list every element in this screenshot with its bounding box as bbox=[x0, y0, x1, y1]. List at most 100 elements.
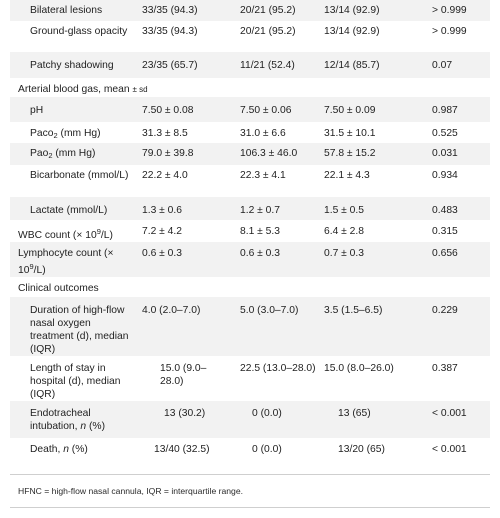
label-superscript: 9 bbox=[96, 227, 101, 236]
cell-group-1: 31.0 ± 6.6 bbox=[240, 128, 286, 139]
row-label: Endotracheal intubation, n (%) bbox=[10, 401, 138, 438]
row-label: Length of stay in hospital (d), median (… bbox=[30, 363, 121, 400]
cell-group-1: 0.6 ± 0.3 bbox=[236, 242, 320, 277]
row-label: Duration of high-flow nasal oxygen treat… bbox=[10, 297, 138, 356]
section-heading: Clinical outcomes bbox=[18, 283, 99, 294]
cell-group-2: 3.5 (1.5–6.5) bbox=[320, 297, 424, 356]
cell-group-2: 6.4 ± 2.8 bbox=[324, 226, 365, 237]
cell-group-2: 57.8 ± 15.2 bbox=[320, 143, 424, 165]
cell-group-1: 8.1 ± 5.3 bbox=[240, 226, 281, 237]
cell-group-2: 13 (65) bbox=[320, 401, 424, 438]
row-label: Bicarbonate (mmol/L) bbox=[30, 170, 129, 181]
cell-group-2: 22.1 ± 4.3 bbox=[324, 170, 370, 181]
data-table: Bilateral lesions 33/35 (94.3) 20/21 (95… bbox=[10, 0, 490, 462]
cell-group-2: 13/14 (92.9) bbox=[324, 26, 380, 37]
row-label: Ground-glass opacity bbox=[30, 26, 128, 37]
cell-all: 31.3 ± 8.5 bbox=[142, 128, 188, 139]
table-row: Pao2 (mm Hg) 79.0 ± 39.8 106.3 ± 46.0 57… bbox=[10, 143, 490, 165]
row-label: WBC count (× 109/L) bbox=[10, 220, 138, 242]
cell-group-1: 22.5 (13.0–28.0) bbox=[240, 363, 316, 374]
cell-p-value: 0.229 bbox=[424, 297, 490, 356]
cell-all: 33/35 (94.3) bbox=[142, 26, 198, 37]
table-row: Patchy shadowing 23/35 (65.7) 11/21 (52.… bbox=[10, 52, 490, 78]
cell-group-1: 22.3 ± 4.1 bbox=[240, 170, 286, 181]
cell-group-1: 20/21 (95.2) bbox=[240, 26, 296, 37]
cell-p-value: 0.483 bbox=[424, 197, 490, 220]
cell-p-value: 0.656 bbox=[424, 242, 490, 277]
table-row: Death, n (%) 13/40 (32.5) 0 (0.0) 13/20 … bbox=[10, 438, 490, 462]
table-row: Ground-glass opacity 33/35 (94.3) 20/21 … bbox=[10, 21, 490, 52]
table-row: pH 7.50 ± 0.08 7.50 ± 0.06 7.50 ± 0.09 0… bbox=[10, 97, 490, 122]
table-row: Bilateral lesions 33/35 (94.3) 20/21 (95… bbox=[10, 0, 490, 21]
section-heading: Arterial blood gas, mean ± sd bbox=[10, 78, 490, 97]
cell-group-1: 0 (0.0) bbox=[236, 401, 320, 438]
cell-p-value: 0.525 bbox=[432, 128, 458, 139]
cell-p-value: 0.031 bbox=[424, 143, 490, 165]
label-subscript: 2 bbox=[48, 151, 53, 160]
row-label: Lymphocyte count (× 109/L) bbox=[10, 242, 138, 277]
cell-all: 7.50 ± 0.08 bbox=[138, 97, 236, 122]
row-label: Pao2 (mm Hg) bbox=[10, 143, 138, 165]
label-text: Endotracheal intubation, bbox=[30, 408, 91, 432]
cell-group-1: 5.0 (3.0–7.0) bbox=[236, 297, 320, 356]
label-unit: /L) bbox=[33, 265, 46, 276]
label-unit: (mm Hg) bbox=[57, 128, 101, 139]
label-italic: n bbox=[80, 421, 87, 432]
row-label: Paco2 (mm Hg) bbox=[10, 122, 138, 143]
label-italic: n bbox=[63, 444, 69, 455]
cell-p-value: 0.934 bbox=[432, 170, 458, 181]
cell-all: 13/40 (32.5) bbox=[154, 444, 210, 455]
cell-all: 7.2 ± 4.2 bbox=[142, 226, 183, 237]
table-row: Duration of high-flow nasal oxygen treat… bbox=[10, 297, 490, 356]
cell-group-2: 31.5 ± 10.1 bbox=[324, 128, 376, 139]
cell-p-value: 0.987 bbox=[424, 97, 490, 122]
cell-p-value: < 0.001 bbox=[424, 401, 490, 438]
section-title-suffix: ± sd bbox=[132, 85, 148, 94]
cell-p-value: < 0.001 bbox=[432, 444, 467, 455]
cell-group-1: 1.2 ± 0.7 bbox=[236, 197, 320, 220]
row-label: Death, n (%) bbox=[10, 438, 138, 462]
cell-group-1: 0 (0.0) bbox=[252, 444, 282, 455]
row-label: Patchy shadowing bbox=[10, 52, 138, 78]
cell-all: 22.2 ± 4.0 bbox=[142, 170, 188, 181]
table-row: WBC count (× 109/L) 7.2 ± 4.2 8.1 ± 5.3 … bbox=[10, 220, 490, 242]
cell-all: 1.3 ± 0.6 bbox=[138, 197, 236, 220]
section-row: Arterial blood gas, mean ± sd bbox=[10, 78, 490, 97]
cell-all: 0.6 ± 0.3 bbox=[138, 242, 236, 277]
label-text: WBC count (× 10 bbox=[18, 230, 97, 241]
cell-group-2: 13/14 (92.9) bbox=[320, 0, 424, 21]
cell-p-value: > 0.999 bbox=[432, 26, 467, 37]
cell-group-2: 0.7 ± 0.3 bbox=[320, 242, 424, 277]
cell-all: 15.0 (9.0–28.0) bbox=[160, 363, 207, 387]
bottom-divider bbox=[10, 507, 490, 508]
cell-all: 4.0 (2.0–7.0) bbox=[138, 297, 236, 356]
table-row: Endotracheal intubation, n (%) 13 (30.2)… bbox=[10, 401, 490, 438]
cell-all: 33/35 (94.3) bbox=[138, 0, 236, 21]
label-unit: (%) bbox=[68, 444, 88, 455]
cell-all: 23/35 (65.7) bbox=[138, 52, 236, 78]
cell-group-2: 1.5 ± 0.5 bbox=[320, 197, 424, 220]
section-title: Arterial blood gas, mean bbox=[18, 84, 133, 95]
cell-all: 13 (30.2) bbox=[138, 401, 236, 438]
table-row: Lymphocyte count (× 109/L) 0.6 ± 0.3 0.6… bbox=[10, 242, 490, 277]
label-superscript: 9 bbox=[29, 262, 34, 271]
cell-group-2: 15.0 (8.0–26.0) bbox=[324, 363, 394, 374]
cell-group-1: 20/21 (95.2) bbox=[236, 0, 320, 21]
label-unit: /L) bbox=[100, 230, 113, 241]
footer-divider bbox=[10, 474, 490, 475]
label-text: Paco bbox=[30, 128, 54, 139]
table-row: Bicarbonate (mmol/L) 22.2 ± 4.0 22.3 ± 4… bbox=[10, 165, 490, 197]
cell-p-value: > 0.999 bbox=[424, 0, 490, 21]
table-row: Lactate (mmol/L) 1.3 ± 0.6 1.2 ± 0.7 1.5… bbox=[10, 197, 490, 220]
cell-group-1: 106.3 ± 46.0 bbox=[236, 143, 320, 165]
section-row: Clinical outcomes bbox=[10, 277, 490, 297]
label-subscript: 2 bbox=[53, 131, 58, 140]
table-row: Length of stay in hospital (d), median (… bbox=[10, 356, 490, 401]
cell-p-value: 0.07 bbox=[424, 52, 490, 78]
row-label: pH bbox=[10, 97, 138, 122]
cell-group-2: 12/14 (85.7) bbox=[320, 52, 424, 78]
cell-p-value: 0.387 bbox=[432, 363, 458, 374]
cell-group-2: 7.50 ± 0.09 bbox=[320, 97, 424, 122]
label-unit: (mm Hg) bbox=[52, 148, 96, 159]
